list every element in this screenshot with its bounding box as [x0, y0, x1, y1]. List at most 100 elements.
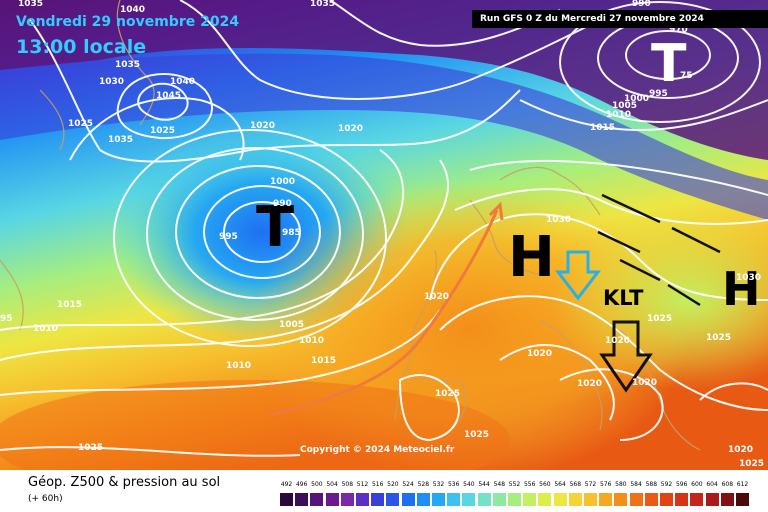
scale-tick-label: 584 [630, 481, 642, 488]
scale-tick-label: 604 [706, 481, 718, 488]
trough-axis [597, 193, 721, 307]
scale-swatch [614, 493, 628, 506]
scale-tick-label: 596 [675, 481, 688, 488]
scale-tick-label: 592 [660, 481, 673, 488]
scale-swatch [432, 493, 445, 506]
isobar-label: 1020 [605, 336, 631, 346]
low-marker-north: T [651, 34, 687, 94]
scale-swatch [280, 493, 293, 506]
isobar-label: 1020 [632, 378, 658, 388]
scale-tick-label: 564 [554, 481, 566, 488]
local-time: 13:00 locale [16, 36, 147, 58]
scale-tick-label: 552 [508, 481, 521, 488]
isobar-label: 1030 [736, 273, 762, 283]
z500-east [550, 210, 768, 390]
z500-band-blue [0, 53, 768, 220]
isobar-label: 1020 [728, 445, 754, 455]
scale-swatch [416, 493, 430, 506]
isobar-label: 1030 [99, 77, 125, 87]
scale-tick-label: 540 [463, 481, 475, 488]
scale-swatch [538, 493, 552, 506]
isobar-label: 990 [273, 199, 292, 209]
copyright-text: Copyright © 2024 Meteociel.fr [300, 445, 455, 455]
scale-tick-label: 612 [736, 481, 749, 488]
scale-swatch [401, 493, 415, 506]
scale-tick-label: 548 [493, 481, 506, 488]
isobar-label: 1020 [424, 292, 450, 302]
scale-tick-label: 572 [584, 481, 597, 488]
isobar-label: 95 [0, 314, 13, 324]
scale-swatch [705, 493, 719, 506]
weather-map: T T H H KLT 1040 1035 1035 1030 1040 104… [0, 0, 768, 470]
scale-swatch [386, 493, 400, 506]
isobar-label: 1000 [624, 94, 650, 104]
isobar-label: 1020 [577, 379, 603, 389]
scale-tick-label: 600 [691, 481, 703, 488]
lead-time: (+ 60h) [28, 494, 63, 504]
cold-air-arrow-black [599, 320, 653, 393]
low-marker-atlantic: T [256, 195, 295, 260]
scale-tick-label: 492 [280, 481, 293, 488]
scale-swatch [660, 493, 673, 506]
scale-swatch [492, 493, 506, 506]
isobar-label: 1040 [120, 5, 146, 15]
scale-tick-label: 524 [402, 481, 414, 488]
isobar-label: 1015 [590, 123, 616, 133]
scale-tick-label: 536 [447, 481, 460, 488]
scale-swatch [325, 493, 339, 506]
scale-swatch [310, 493, 324, 506]
cold-air-arrow-cyan [554, 250, 602, 301]
isobar-label: 1005 [612, 101, 638, 111]
scale-swatch [508, 493, 521, 506]
scale-tick-label: 532 [432, 481, 445, 488]
scale-swatch [447, 493, 461, 506]
scale-swatch [462, 493, 476, 506]
map-title: Géop. Z500 & pression au sol [28, 475, 221, 490]
scale-tick-label: 520 [387, 481, 399, 488]
scale-tick-label: 504 [326, 481, 338, 488]
isobar-label: 1020 [250, 121, 276, 131]
scale-swatch [720, 493, 734, 506]
isobar-label: 1035 [18, 0, 44, 9]
scale-tick-label: 588 [645, 481, 658, 488]
isobar-label: 1010 [606, 110, 632, 120]
isobar-label: 1015 [57, 300, 83, 310]
scale-tick-label: 496 [295, 481, 308, 488]
isobar-label: 985 [282, 228, 301, 238]
coastlines [0, 0, 701, 451]
scale-tick-label: 568 [569, 481, 582, 488]
high-marker-west: H [508, 225, 555, 290]
run-info-bar: Run GFS 0 Z du Mercredi 27 novembre 2024 [472, 10, 768, 28]
z500-trough-north [0, 0, 768, 160]
color-scale-legend: 492 496 500 504 508 512 516 520 524 528 532 536 540 5… [280, 481, 752, 507]
scale-tick-label: 576 [599, 481, 612, 488]
isobar-label: 1025 [647, 314, 673, 324]
scale-tick-label: 500 [311, 481, 323, 488]
scale-tick-label: 560 [539, 481, 551, 488]
scale-tick-label: 508 [341, 481, 354, 488]
isobar-label: 1005 [279, 320, 305, 330]
isobar-label: 1025 [435, 389, 461, 399]
scale-swatch [295, 493, 309, 506]
scale-swatch [629, 493, 643, 506]
scale-swatch [599, 493, 613, 506]
isobar-label: 1020 [527, 349, 553, 359]
isobar-label: 995 [219, 232, 238, 242]
isobar-label: 1025 [464, 430, 490, 440]
scale-swatch [644, 493, 658, 506]
scale-swatch [340, 493, 354, 506]
scale-swatch [371, 493, 385, 506]
scale-tick-label: 556 [523, 481, 536, 488]
scale-tick-label: 544 [478, 481, 490, 488]
scale-tick-label: 580 [615, 481, 627, 488]
scale-swatch [736, 493, 749, 506]
isobar-label: 1025 [68, 119, 94, 129]
isobar-label: 1010 [299, 336, 325, 346]
isobar-label: 1035 [115, 60, 141, 70]
isobar-label: 1035 [108, 135, 134, 145]
isobar-label: 1025 [739, 459, 765, 469]
scale-swatch [477, 493, 491, 506]
isobar-label: 1025 [150, 126, 176, 136]
isobar-label: 1000 [270, 177, 296, 187]
scale-swatch [568, 493, 582, 506]
